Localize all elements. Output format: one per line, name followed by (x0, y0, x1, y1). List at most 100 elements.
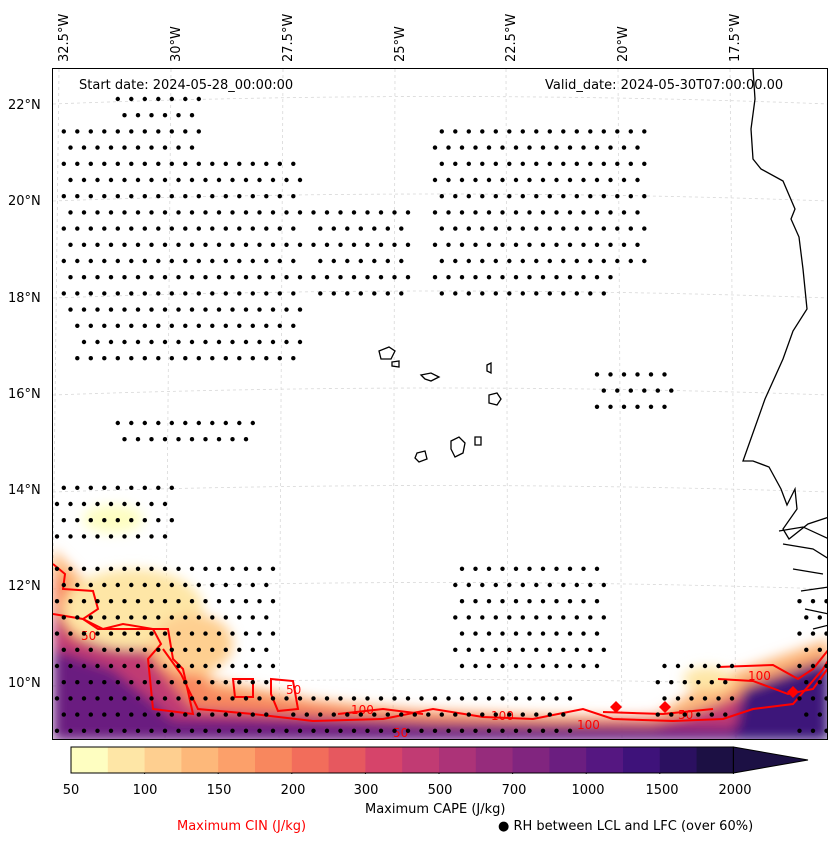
rh-dot (270, 696, 276, 701)
rh-dot (270, 599, 276, 604)
rh-dot (102, 615, 107, 620)
rh-dot (61, 712, 66, 717)
rh-dot (102, 226, 107, 231)
rh-dot (507, 258, 512, 264)
rh-dot (453, 226, 458, 231)
rh-dot (135, 501, 141, 507)
rh-dot (588, 291, 593, 296)
rh-dot (480, 194, 485, 199)
rh-dot (129, 129, 134, 134)
rh-dot (102, 161, 107, 166)
rh-dot (237, 194, 242, 199)
rh-dot (189, 242, 195, 247)
rh-dot (358, 226, 363, 231)
colorbar-tick: 2000 (718, 783, 752, 798)
rh-dot (176, 696, 181, 701)
rh-dot (601, 291, 606, 296)
rh-dot (102, 712, 107, 717)
rh-dot (324, 696, 330, 701)
map-panel[interactable]: 50 100 50 100 50 100 50 100 (52, 68, 828, 740)
rh-dot (203, 275, 208, 280)
rh-dot (108, 177, 114, 183)
rh-dot (507, 194, 512, 199)
rh-dot (547, 712, 552, 717)
rh-dot (581, 242, 586, 247)
rh-dot (169, 161, 174, 166)
rh-dot (169, 647, 174, 652)
rh-dot (189, 437, 195, 442)
rh-dot (108, 275, 114, 280)
rh-dot (493, 161, 498, 166)
rh-dot (54, 631, 60, 636)
rh-dot (527, 275, 532, 280)
rh-dot (264, 161, 269, 166)
rh-dot (446, 728, 451, 733)
rh-dot (223, 258, 228, 264)
rh-dot (162, 599, 168, 604)
rh-dot (243, 307, 249, 312)
rh-dot (216, 210, 222, 215)
rh-dot (196, 680, 201, 685)
rh-dot (88, 356, 93, 361)
rh-dot (561, 291, 566, 296)
rh-dot (95, 242, 100, 247)
rh-dot (216, 631, 222, 636)
rh-dot (189, 177, 195, 183)
rh-dot (581, 145, 586, 150)
rh-dot (608, 242, 613, 247)
rh-dot (108, 307, 114, 312)
rh-dot (466, 194, 471, 199)
rh-dot (196, 356, 201, 361)
rh-dot (68, 696, 73, 701)
rh-dot (426, 712, 431, 717)
rh-dot (196, 647, 201, 652)
rh-dot (203, 599, 208, 604)
rh-dot (149, 728, 154, 733)
rh-legend-marker: ● (498, 819, 510, 834)
rh-dot (210, 161, 215, 166)
rh-dot (601, 129, 606, 134)
rh-dot (156, 420, 161, 426)
rh-dot (88, 518, 93, 523)
rh-dot (574, 582, 579, 588)
rh-dot (338, 275, 343, 280)
rh-dot (223, 680, 228, 685)
rh-dot (210, 258, 215, 264)
rh-dot (156, 258, 161, 264)
rh-dot (54, 501, 60, 507)
rh-dot (797, 663, 802, 669)
rh-dot (621, 404, 627, 409)
rh-dot (527, 696, 532, 701)
rh-dot (608, 372, 613, 377)
lon-label-20w: 20°W (616, 26, 631, 62)
rh-dot (439, 194, 444, 199)
rh-dot (567, 663, 573, 669)
rh-dot (203, 437, 208, 442)
lon-label-30w: 30°W (169, 26, 184, 62)
rh-dot (547, 129, 552, 134)
rh-dot (176, 275, 181, 280)
rh-dot (88, 291, 93, 296)
rh-dot (608, 275, 613, 280)
rh-dot (534, 712, 539, 717)
rh-dot (183, 96, 188, 102)
rh-dot (419, 728, 424, 733)
lat-label-16n: 16°N (8, 387, 41, 402)
rh-dot (446, 210, 451, 215)
rh-dot (466, 712, 471, 717)
rh-dot (459, 696, 465, 701)
rh-dot (513, 663, 519, 669)
rh-dot (149, 534, 154, 539)
rh-dot (405, 696, 411, 701)
rh-dot (122, 275, 127, 280)
rh-dot (284, 210, 289, 215)
rh-dot (169, 518, 174, 523)
rh-dot (88, 615, 93, 620)
rh-dot (250, 582, 255, 588)
rh-dot (189, 145, 195, 150)
rh-dot (81, 339, 87, 345)
rh-dot (378, 210, 384, 215)
rh-dot (102, 129, 107, 134)
rh-dot (284, 696, 289, 701)
rh-dot (459, 145, 465, 150)
